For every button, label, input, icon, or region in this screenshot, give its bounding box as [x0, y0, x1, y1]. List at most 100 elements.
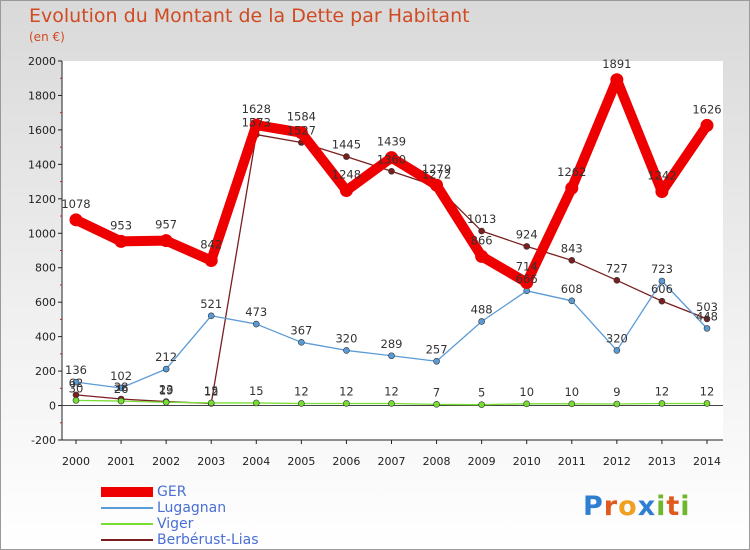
data-label: 62: [69, 376, 84, 390]
data-point: [69, 213, 83, 227]
y-tick-label: 1000: [28, 227, 56, 240]
data-point: [703, 400, 711, 407]
data-point: [385, 151, 398, 165]
data-label: 212: [155, 350, 177, 364]
data-label: 320: [335, 331, 357, 345]
data-label: 367: [290, 323, 312, 337]
data-label: 1248: [332, 168, 361, 182]
data-point: [339, 184, 353, 198]
data-label: 102: [110, 369, 132, 383]
data-label: 714: [516, 260, 538, 274]
data-point: [252, 320, 260, 328]
series-viger: [72, 397, 711, 408]
y-tick-label: 1800: [28, 89, 56, 102]
data-label: 1439: [377, 135, 406, 149]
data-point: [655, 185, 669, 199]
x-tick-label: 2006: [332, 455, 360, 468]
data-label: 521: [200, 297, 222, 311]
data-point: [433, 357, 440, 365]
data-label: 1445: [332, 138, 361, 152]
data-point: [478, 401, 485, 408]
data-label: 843: [561, 241, 583, 255]
data-point: [565, 181, 579, 195]
x-tick-label: 2009: [468, 455, 496, 468]
data-label: 503: [696, 300, 718, 314]
data-point: [343, 347, 350, 354]
data-label: 7: [433, 385, 440, 399]
data-point: [117, 384, 125, 392]
data-label: 10: [519, 385, 534, 399]
legend-swatch: [101, 507, 153, 509]
data-label: 924: [516, 227, 538, 241]
data-label: 257: [426, 342, 448, 356]
data-label: 666: [516, 272, 538, 286]
data-label: 866: [471, 233, 493, 247]
data-point: [430, 178, 444, 192]
x-tick-label: 2004: [242, 455, 270, 468]
data-point: [294, 126, 308, 140]
data-label: 12: [294, 384, 309, 398]
data-point: [478, 318, 485, 325]
data-label: 320: [606, 331, 628, 345]
y-tick-label: 800: [35, 262, 56, 275]
data-point: [478, 227, 485, 235]
legend-swatch: [101, 487, 153, 497]
logo-letter: r: [603, 491, 619, 522]
data-label: 1360: [377, 152, 406, 166]
data-label: 1891: [602, 57, 631, 71]
data-point: [114, 234, 128, 248]
data-label: 30: [69, 381, 84, 395]
x-tick-label: 2008: [423, 455, 451, 468]
plot-area: [62, 61, 723, 440]
y-tick-label: 1200: [28, 193, 56, 206]
x-tick-label: 2011: [558, 455, 586, 468]
legend-label: Berbérust-Lias: [157, 532, 259, 548]
x-tick-label: 2010: [513, 455, 541, 468]
data-label: 15: [204, 384, 219, 398]
y-tick-label: 400: [35, 331, 56, 344]
data-point: [204, 253, 218, 267]
data-label: 448: [696, 309, 718, 323]
data-point: [298, 400, 305, 407]
data-point: [568, 400, 576, 408]
logo-letter: i: [680, 491, 691, 522]
data-label: 957: [155, 218, 177, 232]
x-tick-label: 2005: [287, 455, 315, 468]
data-label: 488: [471, 302, 493, 316]
data-point: [613, 277, 621, 284]
data-label: 1527: [287, 123, 316, 137]
data-point: [388, 352, 395, 360]
logo-letter: x: [637, 491, 657, 522]
logo-letter: o: [618, 491, 638, 522]
data-label: 1584: [287, 110, 316, 124]
data-label: 1272: [422, 167, 451, 181]
data-label: 953: [110, 218, 132, 232]
data-point: [252, 399, 260, 407]
data-label: 5: [478, 386, 485, 400]
x-tick-label: 2007: [378, 455, 406, 468]
data-point: [298, 339, 305, 346]
logo-letter: t: [666, 491, 681, 522]
data-point: [475, 249, 489, 263]
y-tick-label: 1400: [28, 158, 56, 171]
x-tick-label: 2000: [62, 455, 90, 468]
data-point: [388, 400, 395, 407]
data-label: 19: [159, 383, 174, 397]
data-point: [207, 399, 215, 407]
data-point: [343, 400, 350, 407]
data-point: [520, 276, 534, 290]
data-point: [72, 397, 80, 404]
legend-swatch: [101, 523, 153, 525]
x-tick-label: 2002: [152, 455, 180, 468]
data-label: 608: [561, 282, 583, 296]
chart-title: Evolution du Montant de la Dette par Hab…: [29, 5, 470, 27]
data-label: 15: [249, 384, 264, 398]
series-lugagnan: [72, 277, 711, 392]
data-label: 9: [613, 385, 620, 399]
data-label: 842: [200, 237, 222, 251]
y-tick-label: 0: [49, 400, 56, 413]
data-label: 1013: [467, 212, 496, 226]
data-point: [72, 378, 80, 386]
x-tick-label: 2014: [693, 455, 721, 468]
